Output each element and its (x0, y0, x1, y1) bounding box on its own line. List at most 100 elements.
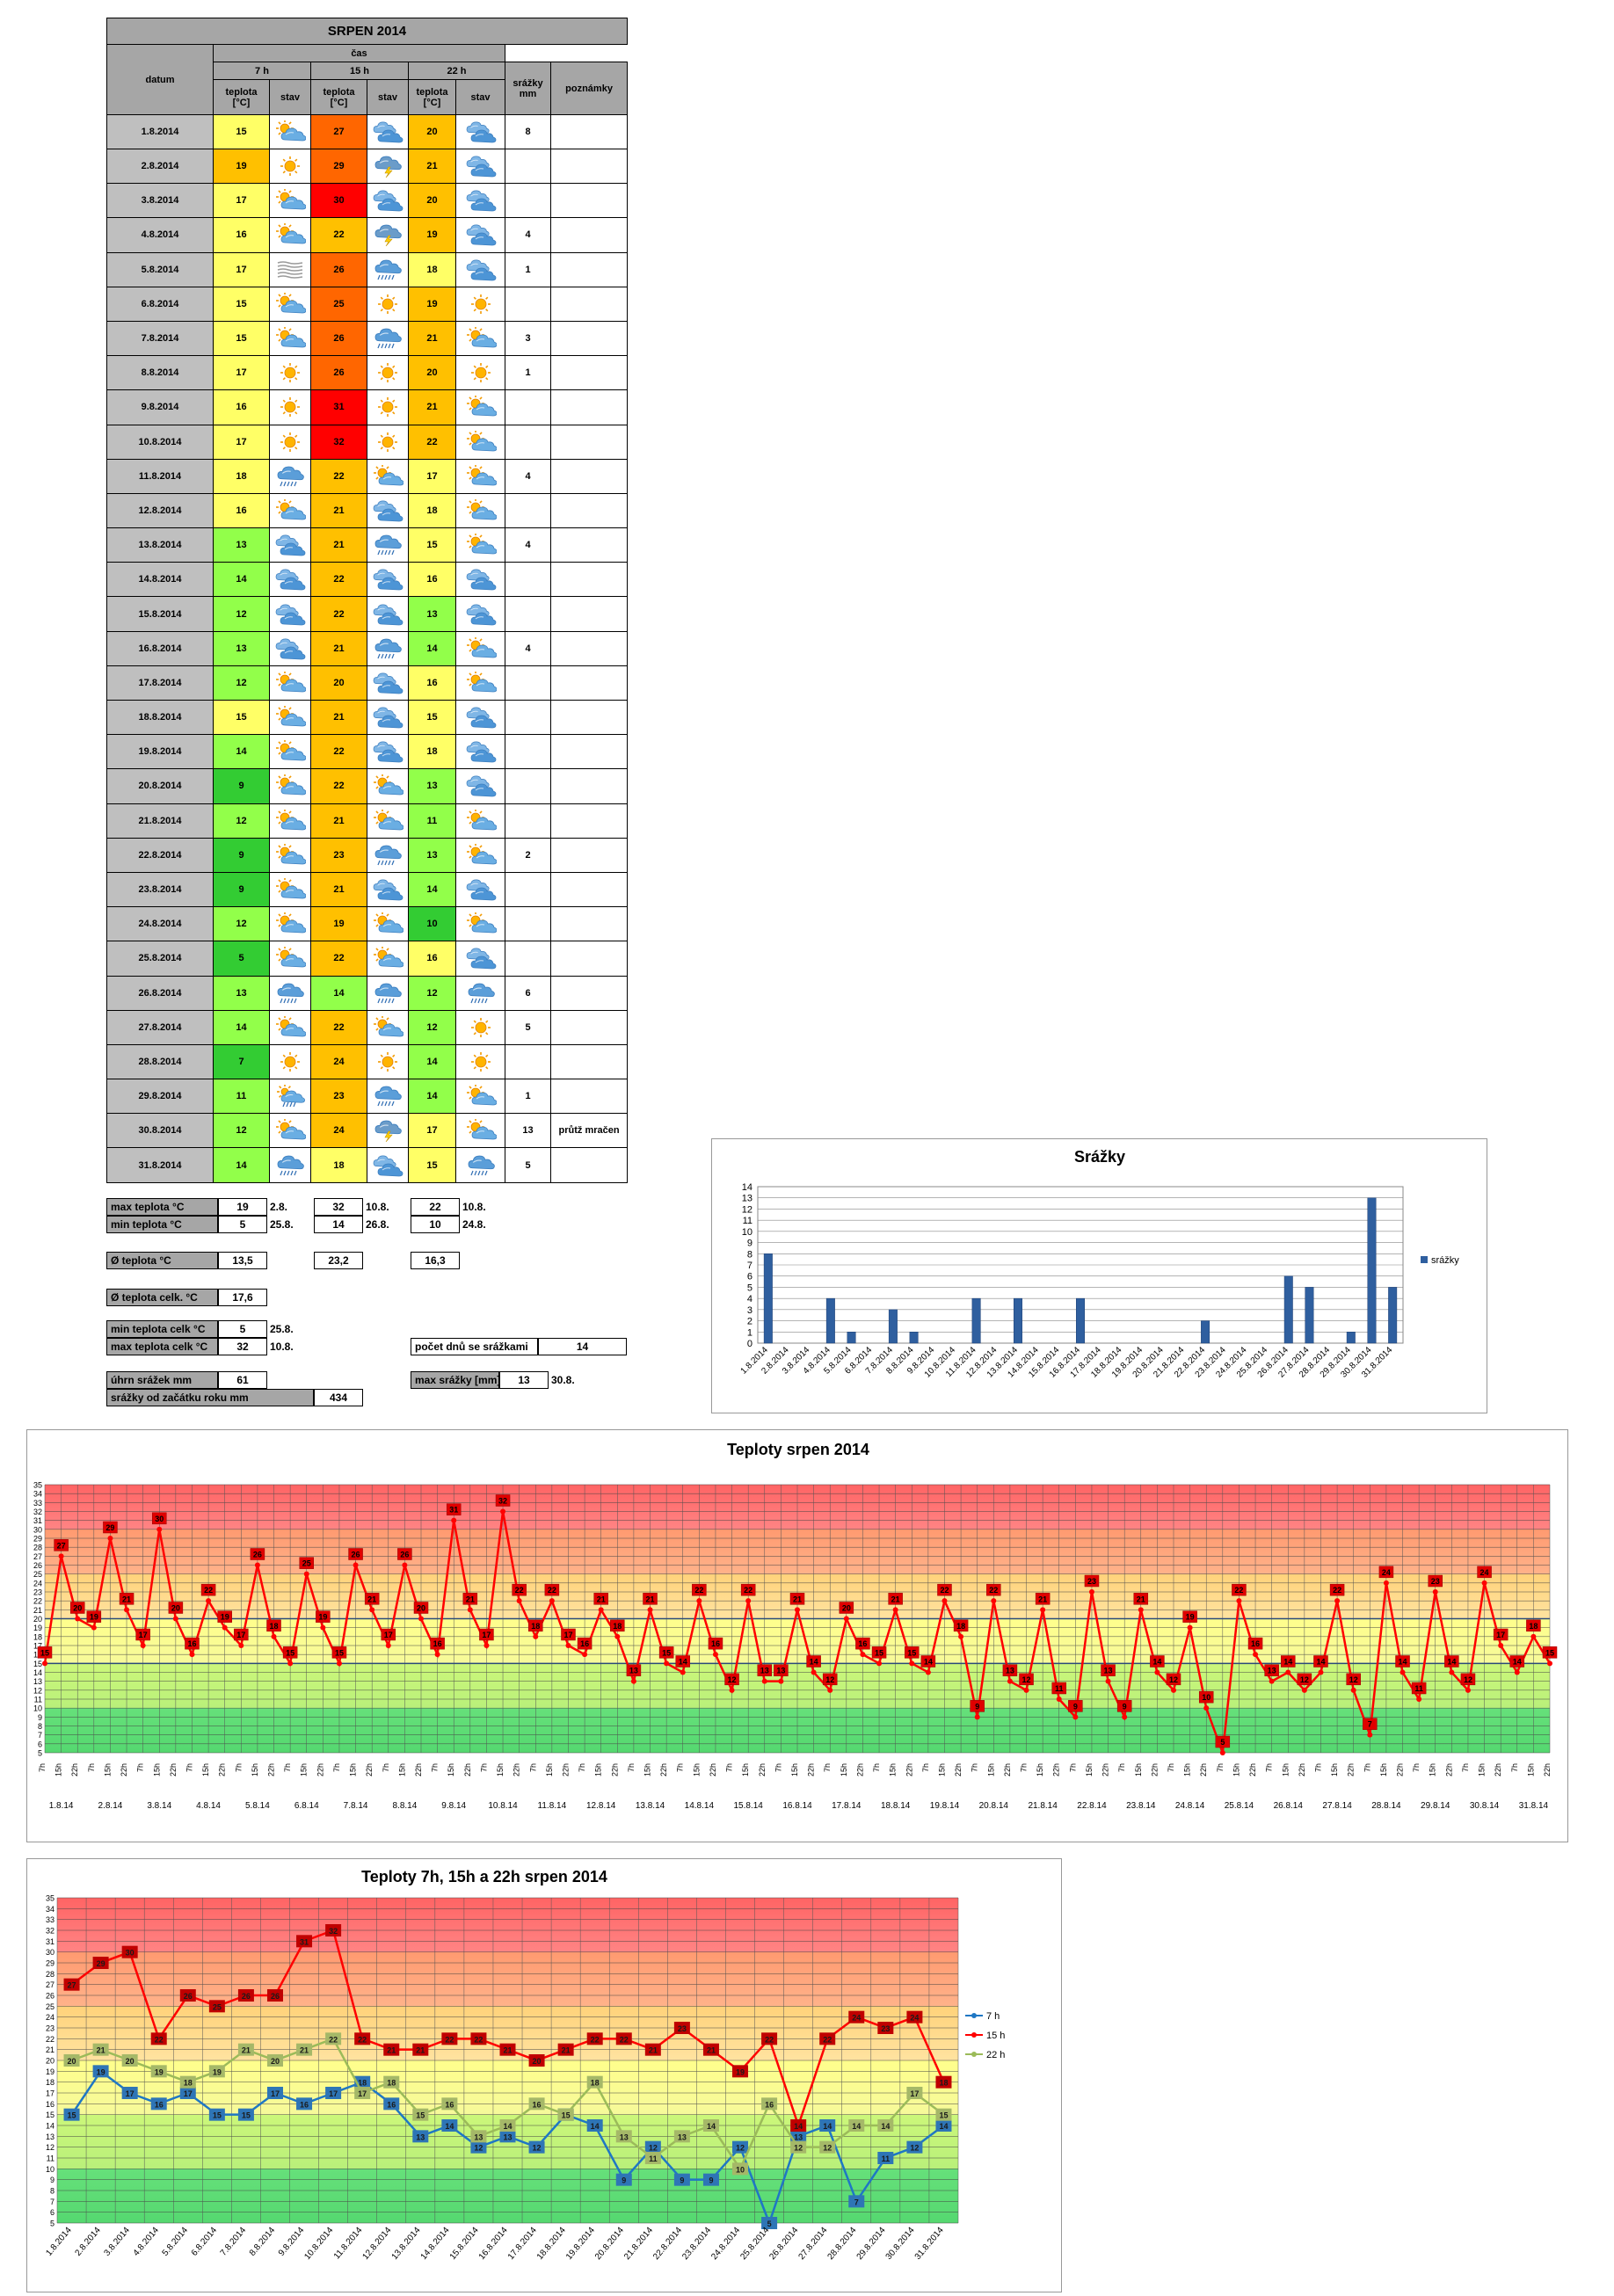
header-datum: datum (106, 44, 214, 115)
data-point (729, 1687, 735, 1693)
data-label-box (557, 2108, 574, 2121)
data-point (876, 1660, 883, 1667)
note-cell (549, 251, 629, 287)
data-label: 12 (825, 1675, 834, 1684)
data-point (353, 1562, 359, 1568)
data-label: 14 (924, 1658, 933, 1667)
sun-cloud-icon (466, 430, 497, 451)
state-7h-cell (269, 699, 311, 736)
rain-cell: 8 (505, 114, 551, 149)
note-cell (549, 527, 629, 563)
cloud-icon (466, 569, 496, 591)
data-label: 9 (680, 2176, 684, 2185)
state-15h-cell (367, 734, 409, 770)
data-label-box (479, 1628, 494, 1641)
data-label: 21 (242, 2046, 251, 2055)
data-point (1138, 1607, 1144, 1613)
data-label: 15 (335, 1648, 344, 1657)
data-label-box (1509, 1655, 1525, 1668)
y-tick-label: 7 (38, 1731, 42, 1740)
data-label-box (822, 1673, 838, 1686)
data-label-box (644, 2152, 661, 2164)
data-point (402, 1562, 408, 1568)
data-label: 16 (433, 1639, 442, 1648)
temp-7h-cell: 9 (213, 837, 270, 873)
data-label: 20 (417, 1604, 425, 1613)
cloud-icon (466, 948, 496, 970)
state-15h-cell (367, 1113, 409, 1149)
data-label-box (383, 2043, 400, 2056)
cloud-icon (275, 638, 306, 660)
temp-15h-cell: 26 (310, 355, 367, 391)
data-label: 11 (882, 2154, 891, 2163)
x-sub-label: 7h (431, 1763, 440, 1772)
temp-15h-cell: 30 (310, 183, 367, 219)
data-label-box (441, 2119, 458, 2132)
date-cell: 27.8.2014 (106, 1009, 214, 1045)
rain-cell (505, 424, 551, 460)
x-sub-label: 22h (1052, 1763, 1061, 1776)
data-point (664, 1660, 670, 1667)
sun-cloud-icon (466, 396, 497, 417)
y-tick-label: 28 (33, 1544, 42, 1552)
note-cell (549, 941, 629, 977)
x-day-label: 21.8.14 (1028, 1801, 1058, 1811)
y-tick-label: 32 (46, 1927, 55, 1936)
data-label: 30 (126, 1949, 134, 1958)
legend-swatch (1421, 1256, 1428, 1263)
max-7h-date: 2.8. (270, 1201, 288, 1213)
data-point (1383, 1580, 1389, 1586)
x-sub-label: 22h (365, 1763, 374, 1776)
data-label-box (819, 2032, 836, 2045)
sun-cloud-icon (466, 534, 497, 555)
rain-cell (505, 148, 551, 185)
x-sub-label: 22h (70, 1763, 79, 1776)
data-point (124, 1607, 130, 1613)
data-point (287, 1660, 294, 1667)
data-label-box (150, 2065, 167, 2078)
data-label-box (877, 2022, 894, 2034)
x-sub-label: 22h (1444, 1763, 1453, 1776)
data-point (614, 1633, 621, 1639)
state-15h-cell (367, 389, 409, 425)
sun-icon (378, 1051, 397, 1072)
data-label-box (920, 1655, 936, 1668)
data-label: 12 (474, 2144, 483, 2153)
data-label-box (937, 1583, 952, 1596)
data-label: 9 (975, 1702, 979, 1711)
y-tick-label: 11 (34, 1696, 42, 1704)
x-day-label: 23.8.14 (1126, 1801, 1156, 1811)
temp-22h-cell: 19 (408, 286, 456, 322)
x-sub-label: 15h (643, 1763, 652, 1776)
note-cell (549, 389, 629, 425)
data-point (696, 1598, 702, 1604)
state-22h-cell (455, 941, 505, 977)
data-label-box (441, 2032, 458, 2045)
data-point (467, 1607, 473, 1613)
chart-title: Srážky (1074, 1148, 1125, 1166)
cloud-icon (466, 879, 496, 901)
x-sub-label: 22h (414, 1763, 423, 1776)
data-point (712, 1652, 718, 1658)
data-label: 31 (449, 1506, 458, 1515)
x-sub-label: 22h (1543, 1763, 1552, 1776)
state-7h-cell (269, 941, 311, 977)
data-label-box (658, 1646, 674, 1659)
data-label: 14 (823, 2122, 832, 2131)
state-15h-cell (367, 527, 409, 563)
rain-cell: 4 (505, 630, 551, 666)
storm-icon (374, 1120, 402, 1143)
data-point (925, 1669, 931, 1675)
rain-days-label: počet dnů se srážkami (411, 1338, 538, 1355)
temp-15h-cell: 22 (310, 458, 367, 494)
data-label-box (626, 1664, 642, 1676)
data-label-box (1526, 1619, 1541, 1632)
data-label: 17 (271, 2089, 280, 2098)
state-22h-cell (455, 286, 505, 322)
temp-7h-cell: 17 (213, 355, 270, 391)
data-label-box (412, 2130, 429, 2143)
temp-22h-cell: 20 (408, 183, 456, 219)
data-label: 13 (1006, 1667, 1014, 1675)
data-label-box (708, 1637, 723, 1650)
x-sub-label: 7h (1412, 1763, 1421, 1772)
